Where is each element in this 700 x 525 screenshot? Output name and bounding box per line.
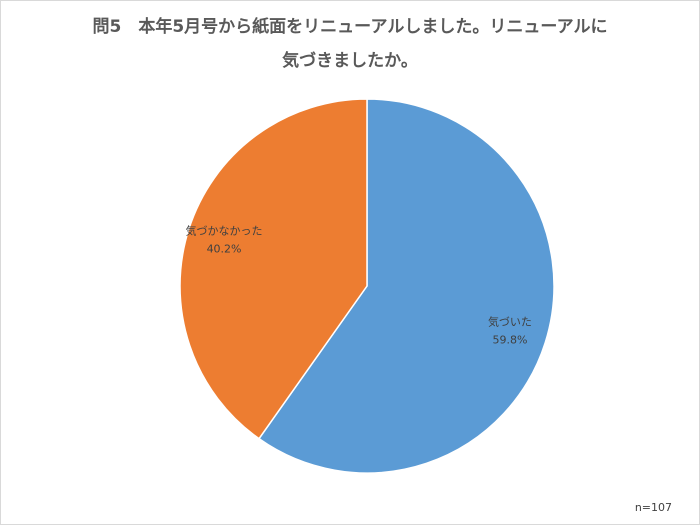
slice-value-label: 59.8% [492, 333, 527, 346]
slice-label: 気づいた [488, 314, 532, 328]
annotation: n=107 [635, 501, 672, 514]
pie-slice [257, 98, 555, 474]
slice-value-label: 40.2% [207, 243, 242, 256]
chart-title: 問5 本年5月号から紙面をリニューアルしました。リニューアルに気づきましたか。 [92, 17, 608, 71]
pie-slice [179, 98, 368, 440]
slice-label: 気づかなかった [186, 224, 263, 238]
